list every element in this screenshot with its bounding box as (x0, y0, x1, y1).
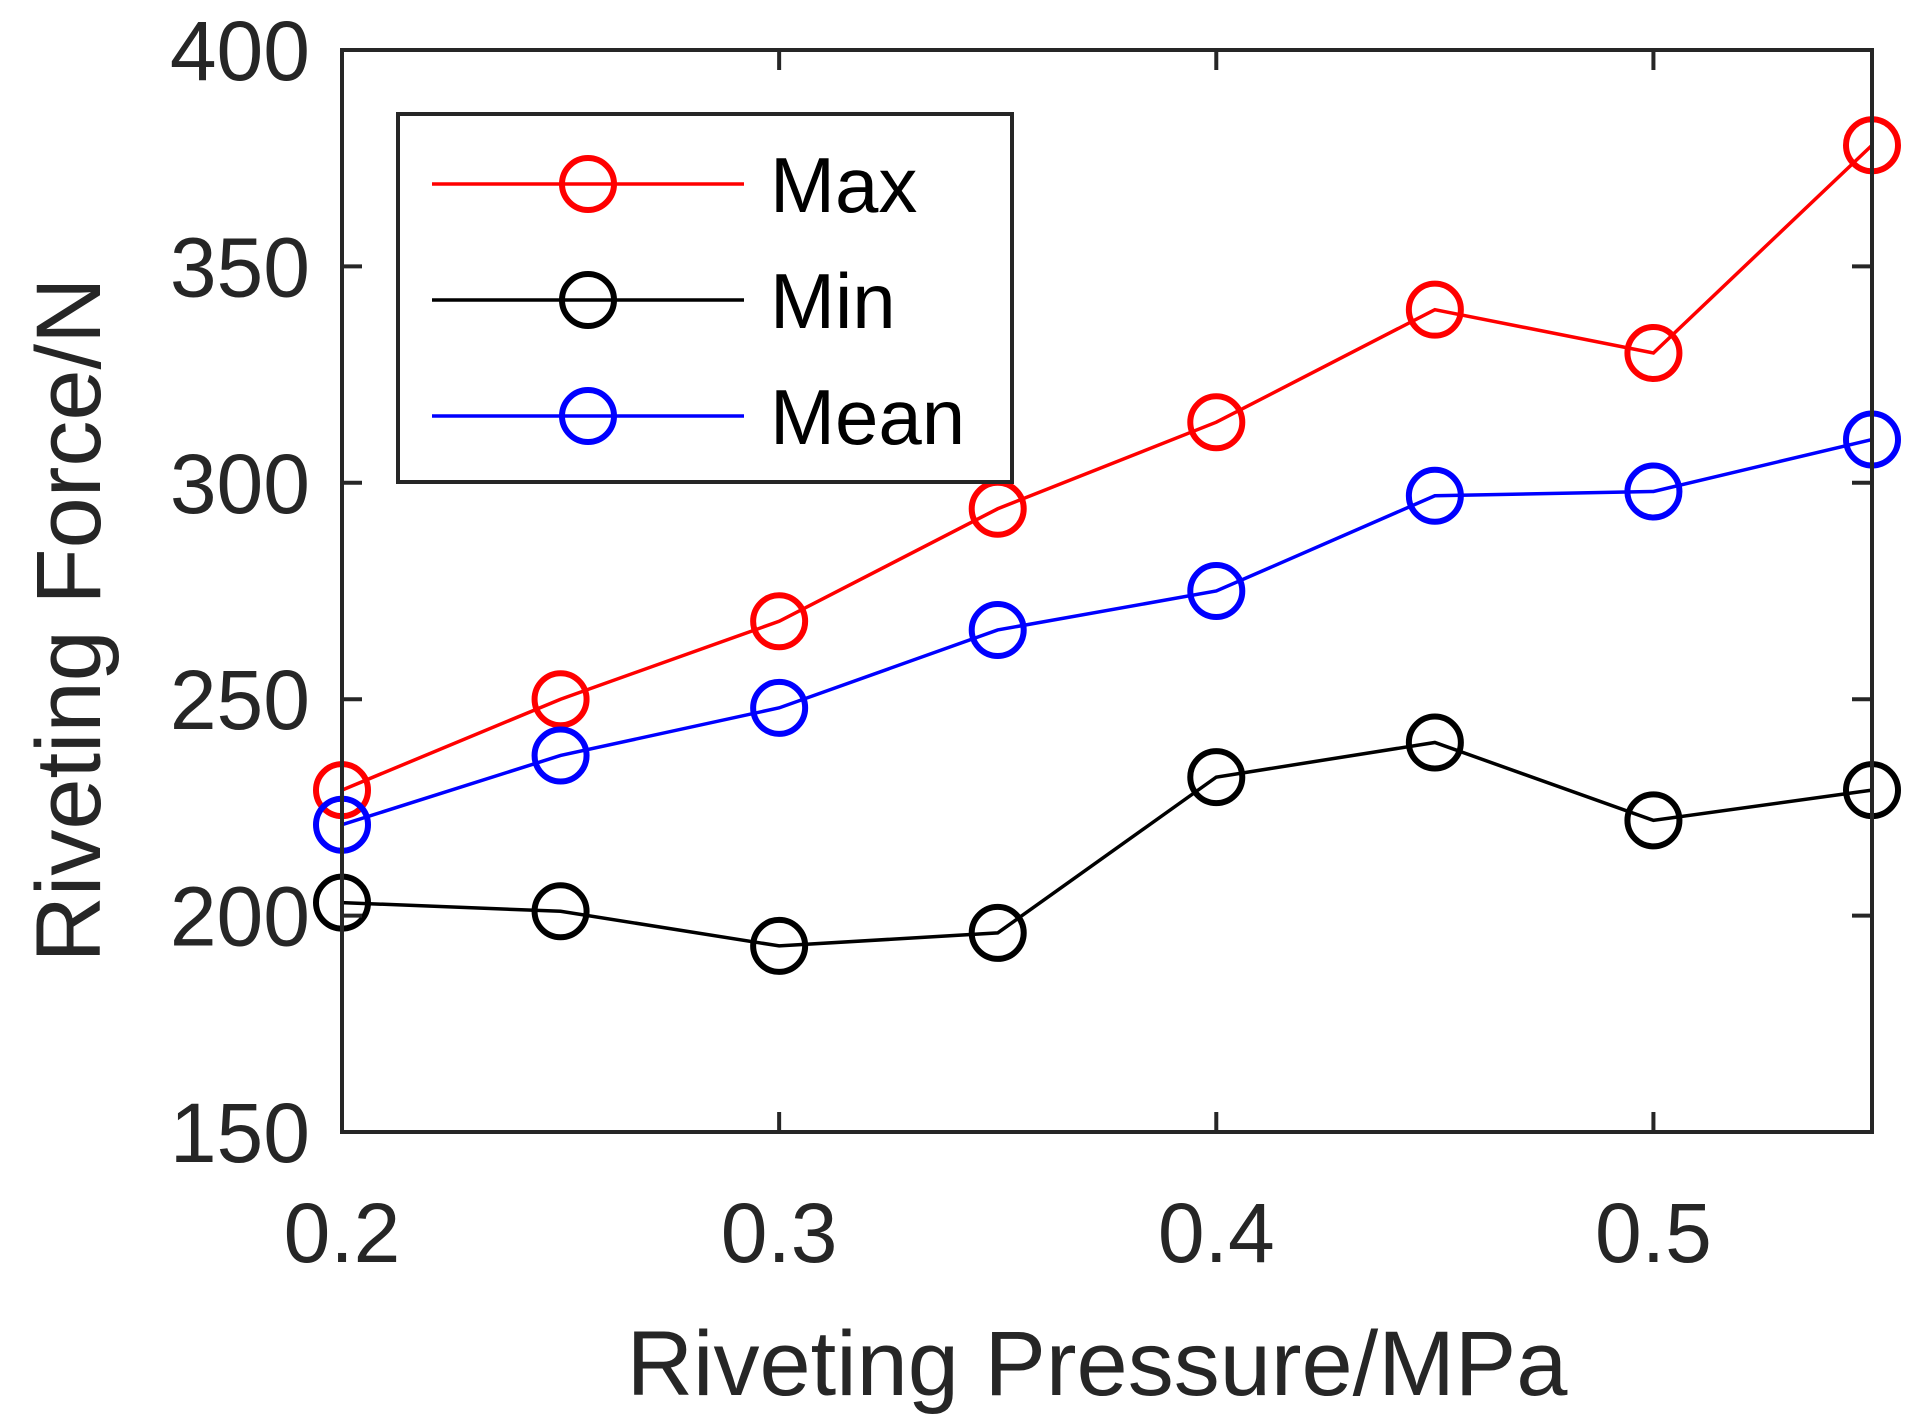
data-point-mean (1405, 466, 1464, 525)
legend-label-mean: Mean (770, 373, 965, 461)
x-tick-label: 0.5 (1595, 1186, 1712, 1280)
data-point-mean (531, 726, 590, 785)
series-line-mean (341, 437, 1873, 827)
legend: Max Min Mean (396, 112, 1014, 484)
data-point-mean (750, 678, 809, 737)
data-point-max (531, 670, 590, 729)
data-point-min (531, 882, 590, 941)
data-point-mean (968, 600, 1027, 659)
data-point-min (1187, 748, 1246, 807)
legend-marker-min (559, 271, 617, 329)
data-point-mean (1624, 462, 1683, 521)
y-tick-label: 300 (170, 437, 310, 531)
legend-label-min: Min (770, 257, 896, 345)
y-tick-label: 150 (170, 1086, 310, 1180)
y-tick-label: 350 (170, 220, 310, 314)
data-point-max (1187, 393, 1246, 452)
x-axis-title: Riveting Pressure/MPa (627, 1313, 1569, 1415)
series-line-max (341, 143, 1874, 792)
data-point-max (1624, 323, 1683, 382)
y-tick-label: 250 (170, 653, 310, 747)
x-tick-label: 0.2 (284, 1186, 401, 1280)
x-tick-label: 0.4 (1158, 1186, 1275, 1280)
y-tick-label: 200 (170, 870, 310, 964)
series-line-min (341, 740, 1873, 948)
data-point-min (1405, 713, 1464, 772)
legend-label-max: Max (770, 141, 917, 229)
x-tick-label: 0.3 (721, 1186, 838, 1280)
data-point-min (968, 903, 1027, 962)
legend-marker-max (559, 155, 617, 213)
ticks-layer: 0.2 0.3 0.4 0.5 150 200 250 300 350 400 (170, 4, 1872, 1280)
y-tick-label: 400 (170, 4, 310, 98)
legend-box (396, 112, 1014, 484)
plot-frame (340, 48, 1874, 1134)
data-point-max (1405, 280, 1464, 339)
data-point-max (750, 592, 809, 651)
data-point-min (750, 916, 809, 975)
y-axis-title: Riveting Force/N (18, 277, 120, 962)
data-point-min (1624, 791, 1683, 850)
data-point-mean (1187, 562, 1246, 620)
y-axis-title-group: Riveting Force/N (18, 277, 120, 962)
legend-marker-mean (559, 387, 617, 445)
